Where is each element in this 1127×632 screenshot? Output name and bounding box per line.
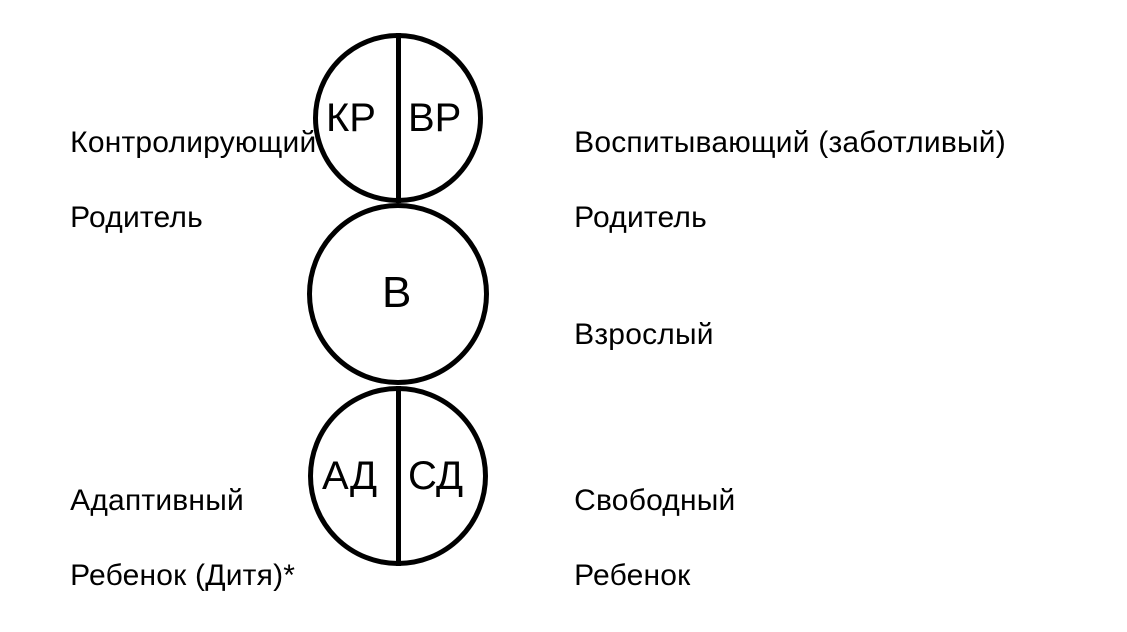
label-line: Ребенок (Дитя)* [70,559,295,592]
label-line: Родитель [574,201,707,234]
label-adaptive-child: Адаптивный Ребенок (Дитя)* [36,444,295,632]
label-nurturing-parent: Воспитывающий (заботливый) Родитель [540,86,1006,274]
parent-right-code: ВР [408,96,461,141]
label-line: Адаптивный [70,484,244,517]
label-line: Контролирующий [70,126,316,159]
label-adult: Взрослый [540,278,714,391]
ego-states-diagram: КР ВР В АД СД Контролирующий Родитель Во… [0,0,1127,588]
label-controlling-parent: Контролирующий Родитель [36,86,316,274]
label-line: Родитель [70,201,203,234]
child-right-code: СД [408,454,463,499]
label-line: Взрослый [574,318,714,351]
label-line: Свободный [574,484,735,517]
label-line: Ребенок [574,559,690,592]
child-circle-divider [396,386,401,566]
parent-left-code: КР [326,96,376,141]
label-free-child: Свободный Ребенок [540,444,736,632]
label-line: Воспитывающий (заботливый) [574,126,1006,159]
child-left-code: АД [322,454,377,499]
parent-circle-divider [396,33,401,203]
adult-center-code: В [382,268,411,318]
